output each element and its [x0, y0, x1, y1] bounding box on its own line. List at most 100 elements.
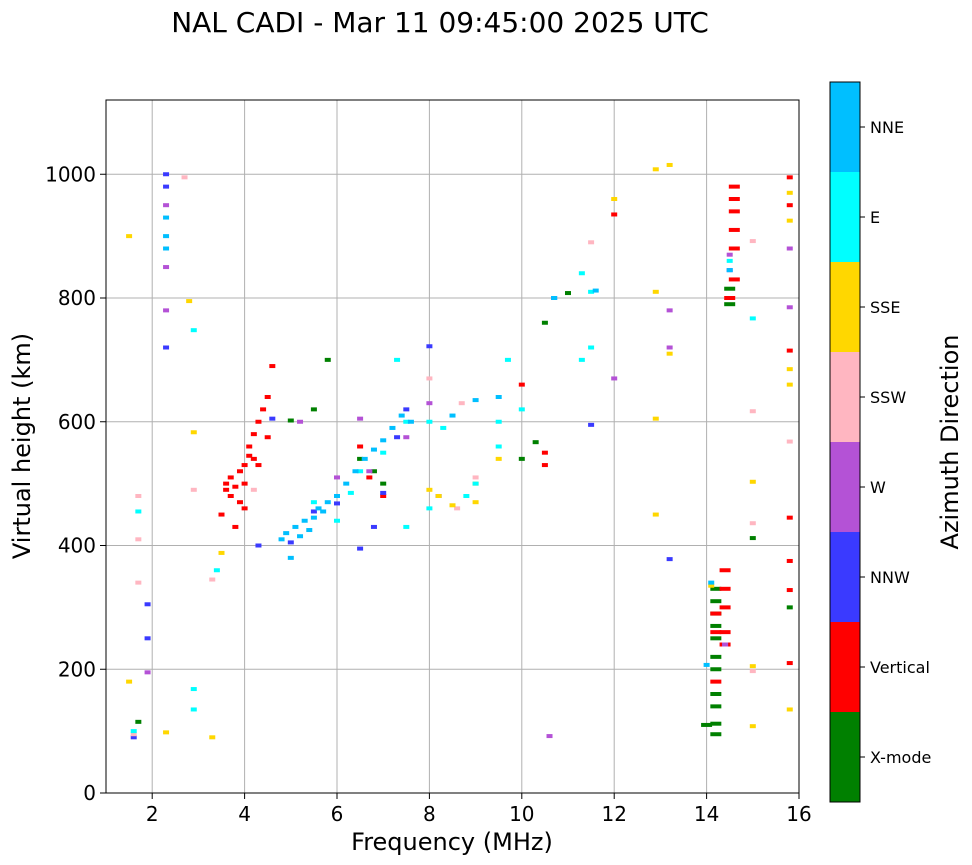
data-point-e: [426, 506, 433, 511]
plot-grid: [106, 100, 800, 794]
data-point-vertical: [246, 444, 253, 449]
y-tick-label: 400: [58, 534, 96, 558]
data-point-nne: [361, 456, 368, 461]
x-tick-label: 6: [331, 802, 344, 826]
x-tick-label: 4: [238, 802, 251, 826]
colorbar-swatch: [830, 622, 860, 712]
data-point-w: [403, 435, 410, 440]
data-point-nne: [398, 413, 405, 418]
data-point-xmode: [710, 692, 722, 696]
data-point-vertical: [227, 494, 234, 498]
data-point-w: [786, 246, 793, 251]
data-point-vertical: [710, 630, 722, 635]
data-point-vertical: [710, 679, 722, 684]
data-point-ssw: [749, 669, 756, 674]
data-point-sse: [749, 724, 756, 729]
data-point-sse: [449, 503, 456, 508]
data-point-xmode: [710, 654, 722, 659]
data-point-nne: [407, 419, 414, 424]
data-point-ssw: [472, 475, 479, 480]
data-point-e: [749, 316, 756, 321]
data-point-vertical: [241, 463, 248, 468]
data-point-vertical: [786, 175, 793, 180]
data-point-vertical: [728, 209, 740, 214]
data-point-ssw: [250, 487, 257, 492]
data-point-vertical: [255, 419, 262, 424]
data-point-xmode: [518, 456, 525, 461]
data-point-w: [666, 345, 673, 350]
data-point-nne: [352, 469, 359, 474]
data-point-vertical: [218, 512, 225, 517]
data-point-ssw: [458, 401, 465, 406]
data-point-e: [578, 357, 585, 362]
data-point-vertical: [786, 515, 793, 520]
data-point-e: [578, 271, 585, 276]
data-point-nnw: [380, 490, 387, 495]
data-point-ssw: [786, 439, 793, 444]
data-point-vertical: [728, 277, 740, 282]
data-point-vertical: [719, 630, 731, 635]
data-point-nne: [163, 215, 170, 220]
data-point-xmode: [310, 407, 317, 412]
data-point-vertical: [227, 475, 234, 480]
data-point-nne: [726, 268, 733, 273]
data-point-e: [213, 568, 220, 573]
data-point-nnw: [403, 407, 410, 412]
data-point-xmode: [532, 440, 539, 445]
data-point-sse: [749, 664, 756, 669]
data-point-sse: [652, 512, 659, 517]
data-point-nne: [163, 246, 170, 251]
y-axis-ticks: 0 200 400 600 800 1000: [45, 162, 106, 805]
data-point-nne: [334, 494, 340, 498]
data-point-vertical: [518, 382, 525, 387]
data-point-vertical: [786, 558, 793, 563]
chart-title: NAL CADI - Mar 11 09:45:00 2025 UTC: [171, 6, 709, 39]
data-point-vertical: [541, 450, 548, 455]
colorbar-label: X-mode: [870, 748, 931, 767]
data-point-vertical: [541, 463, 548, 468]
data-point-nnw: [666, 557, 673, 562]
data-point-xmode: [135, 719, 142, 724]
data-point-sse: [666, 162, 673, 167]
data-point-vertical: [710, 611, 722, 616]
data-point-e: [504, 357, 511, 362]
data-point-xmode: [710, 732, 722, 737]
data-point-vertical: [241, 481, 248, 486]
data-point-nnw: [394, 435, 401, 440]
data-point-e: [518, 407, 525, 412]
data-point-vertical: [380, 494, 387, 498]
data-point-vertical: [264, 435, 271, 440]
data-point-e: [495, 444, 502, 449]
data-point-nnw: [357, 546, 364, 551]
x-axis-title: Frequency (MHz): [351, 828, 553, 856]
data-point-vertical: [264, 395, 271, 399]
data-point-nne: [389, 425, 396, 430]
data-point-nnw: [370, 524, 377, 529]
data-point-w: [786, 305, 793, 310]
colorbar-label: Vertical: [870, 658, 930, 677]
data-point-sse: [209, 735, 216, 740]
data-point-w: [666, 308, 673, 313]
data-point-e: [726, 258, 733, 263]
data-point-sse: [190, 430, 197, 435]
data-point-vertical: [366, 475, 373, 480]
colorbar-swatch: [830, 442, 860, 532]
data-point-nnw: [130, 735, 137, 740]
data-point-e: [403, 524, 410, 529]
colorbar-label: W: [870, 478, 886, 497]
data-point-w: [726, 252, 733, 257]
colorbar-swatch: [830, 82, 860, 172]
data-point-xmode: [710, 721, 722, 726]
data-point-sse: [126, 234, 133, 239]
data-point-vertical: [241, 506, 248, 511]
y-tick-label: 600: [58, 410, 96, 434]
data-point-vertical: [728, 227, 740, 232]
y-tick-label: 800: [58, 286, 96, 310]
data-point-nne: [315, 506, 322, 511]
data-point-xmode: [701, 722, 713, 727]
x-tick-label: 10: [509, 802, 534, 826]
colorbar-label: SSE: [870, 298, 900, 317]
data-point-nne: [163, 234, 170, 239]
data-point-vertical: [250, 432, 257, 437]
data-point-ssw: [181, 175, 188, 180]
